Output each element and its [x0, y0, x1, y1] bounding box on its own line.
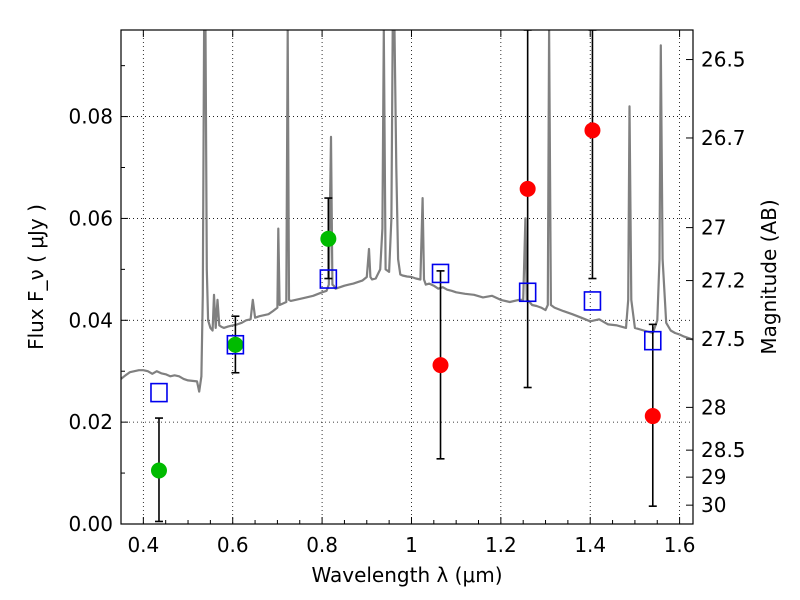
data-points — [150, 30, 662, 523]
right-tick-label: 27 — [701, 216, 726, 240]
y-tick-label: 0.08 — [68, 105, 113, 129]
model-square-point — [643, 330, 662, 351]
model-square-point — [583, 291, 602, 311]
model-square-point — [319, 269, 338, 289]
y-tick-label: 0.02 — [68, 410, 113, 434]
plot-area — [121, 30, 693, 523]
right-axis-title: Magnitude (AB) — [757, 199, 781, 354]
green-data-point — [150, 462, 167, 479]
right-tick-label: 30 — [701, 493, 726, 517]
x-tick-label: 0.8 — [306, 533, 338, 557]
plot-frame — [120, 29, 694, 525]
x-tick-label: 0.6 — [217, 533, 249, 557]
x-tick-label: 1.2 — [485, 533, 517, 557]
green-data-point — [227, 336, 244, 353]
tick-labels: 0.4 0.6 0.8 1 1.2 1.4 1.6 0.00 0.02 0.04 0.06 0.08 2… — [68, 48, 745, 557]
model-spectrum-line — [121, 30, 693, 393]
x-tick-label: 1 — [405, 533, 418, 557]
model-square-point — [226, 334, 245, 355]
x-tick-label: 1.4 — [574, 533, 606, 557]
x-tick-label: 0.4 — [127, 533, 159, 557]
right-tick-label: 26.7 — [701, 126, 746, 150]
model-square-point — [431, 263, 450, 284]
right-tick-label: 28.5 — [701, 438, 746, 462]
red-data-point — [519, 180, 536, 197]
right-tick-label: 29 — [701, 465, 726, 489]
y-tick-label: 0.00 — [68, 512, 113, 536]
right-tick-label: 26.5 — [701, 48, 746, 72]
green-data-point — [320, 230, 337, 247]
x-axis-title: Wavelength λ (μm) — [311, 563, 502, 587]
red-data-point — [584, 122, 601, 139]
axis-ticks — [120, 30, 693, 525]
right-tick-label: 28 — [701, 395, 726, 419]
y-axis-title: Flux F_ν ( μJy ) — [24, 204, 48, 350]
red-data-point — [432, 357, 449, 374]
model-square-point — [150, 382, 168, 403]
model-square-point — [518, 282, 537, 303]
right-tick-label: 27.2 — [701, 269, 746, 293]
x-tick-label: 1.6 — [664, 533, 696, 557]
right-tick-label: 27.5 — [701, 327, 746, 351]
y-tick-label: 0.06 — [68, 206, 113, 230]
red-data-point — [644, 408, 661, 425]
y-tick-label: 0.04 — [68, 308, 113, 332]
